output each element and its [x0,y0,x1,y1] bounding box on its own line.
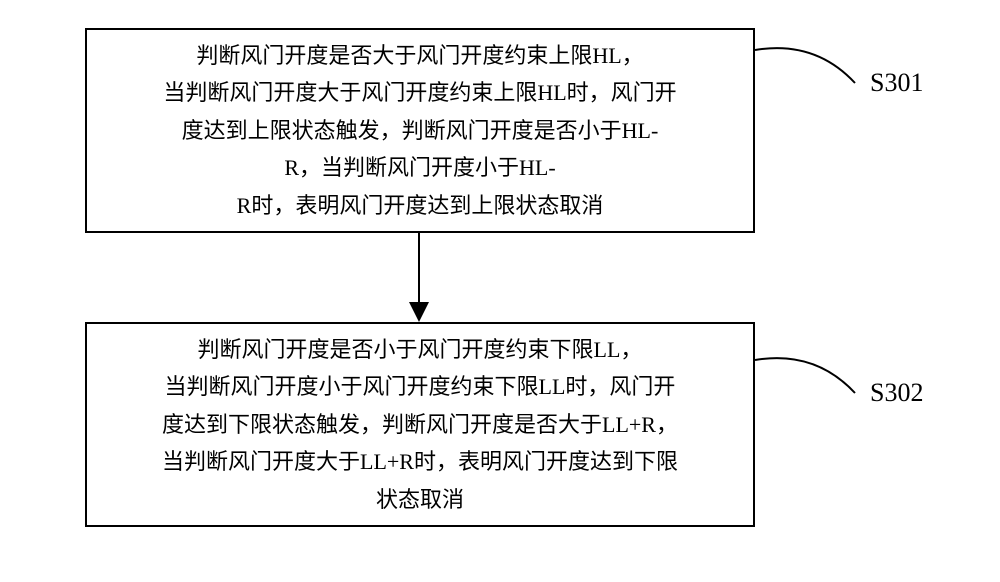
step-label-2: S302 [870,378,923,408]
flow-step-1-text: 判断风门开度是否大于风门开度约束上限HL， 当判断风门开度大于风门开度约束上限H… [163,37,676,224]
connector-curve-2 [755,355,875,435]
flow-step-2-text: 判断风门开度是否小于风门开度约束下限LL， 当判断风门开度小于风门开度约束下限L… [162,331,678,518]
arrow-head-icon [409,302,429,322]
step-label-1: S301 [870,68,923,98]
arrow-line [418,233,420,308]
flowchart-container: 判断风门开度是否大于风门开度约束上限HL， 当判断风门开度大于风门开度约束上限H… [0,0,1000,582]
connector-curve-1 [755,45,875,125]
flow-step-1: 判断风门开度是否大于风门开度约束上限HL， 当判断风门开度大于风门开度约束上限H… [85,28,755,233]
flow-step-2: 判断风门开度是否小于风门开度约束下限LL， 当判断风门开度小于风门开度约束下限L… [85,322,755,527]
